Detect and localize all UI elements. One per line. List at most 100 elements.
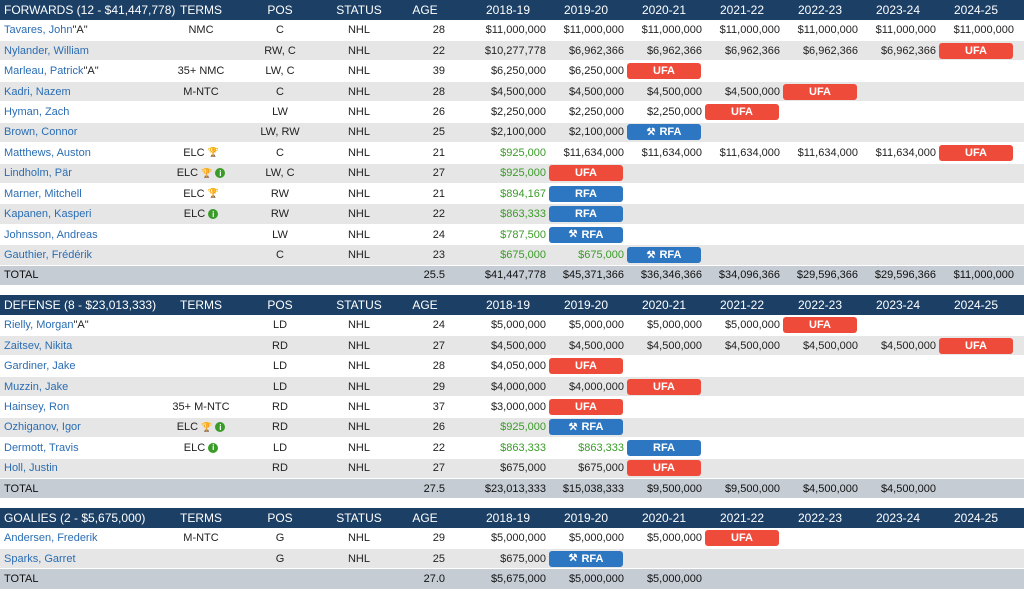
- player-link[interactable]: Lindholm, Pär: [4, 167, 72, 180]
- player-link[interactable]: Brown, Connor: [4, 126, 78, 139]
- salary-cell: [704, 164, 780, 183]
- header-year: 2020-21: [641, 297, 687, 312]
- player-link[interactable]: Matthews, Auston: [4, 146, 91, 159]
- player-link[interactable]: Holl, Justin: [4, 462, 58, 475]
- salary-cell: [782, 377, 858, 396]
- position-cell: G: [275, 532, 285, 545]
- age-cell: 28: [432, 24, 445, 37]
- header-year: 2023-24: [875, 2, 921, 17]
- salary-cell: [704, 225, 780, 244]
- player-link[interactable]: Hyman, Zach: [4, 105, 70, 118]
- ufa-badge: UFA: [783, 83, 857, 100]
- total-cell: $41,447,778: [484, 269, 546, 282]
- header-status: STATUS: [336, 297, 382, 312]
- player-name-cell: Ozhiganov, Igor: [4, 418, 182, 437]
- salary-cell: [626, 204, 702, 223]
- table-row: Andersen, Frederik M-NTC G NHL 29 $5,000,000 $…: [0, 528, 1024, 549]
- status-cell: NHL: [347, 360, 370, 373]
- player-name-cell: Marleau, Patrick "A": [4, 61, 182, 80]
- ufa-badge: UFA: [549, 358, 623, 375]
- status-cell: NHL: [347, 441, 370, 454]
- rfa-label: RFA: [581, 228, 604, 241]
- status-cell: NHL: [347, 380, 370, 393]
- player-name-cell: Tavares, John "A": [4, 21, 182, 40]
- table-row: Tavares, John "A" NMC C NHL 28 $11,000,000 $11…: [0, 20, 1024, 41]
- salary-cell: $6,962,366: [724, 44, 780, 57]
- age-cell: 23: [432, 249, 445, 262]
- table-row: Holl, Justin RD NHL 27 $675,000 $675,000 UFA: [0, 458, 1024, 479]
- player-link[interactable]: Marner, Mitchell: [4, 187, 82, 200]
- table-row: Rielly, Morgan "A" LD NHL 24 $5,000,000 $5,00…: [0, 315, 1024, 336]
- terms-cell: M-NTC: [183, 85, 219, 98]
- terms-cell: M-NTC: [183, 532, 219, 545]
- age-cell: 37: [432, 400, 445, 413]
- position-cell: RD: [272, 462, 288, 475]
- total-cell: $5,000,000: [568, 573, 624, 586]
- info-icon: i: [208, 442, 219, 453]
- salary-cell: $4,500,000: [568, 339, 624, 352]
- salary-cell: $11,000,000: [641, 24, 702, 37]
- player-link[interactable]: Ozhiganov, Igor: [4, 421, 81, 434]
- position-cell: RW: [270, 187, 290, 200]
- rfa-label: RFA: [581, 421, 604, 434]
- terms-cell: [170, 377, 232, 396]
- salary-cell: [782, 438, 858, 457]
- salary-cell: [626, 164, 702, 183]
- player-link[interactable]: Dermott, Travis: [4, 441, 79, 454]
- salary-cell: [938, 356, 1014, 375]
- salary-cell: $2,250,000: [646, 105, 702, 118]
- player-link[interactable]: Muzzin, Jake: [4, 380, 69, 393]
- player-link[interactable]: Marleau, Patrick: [4, 65, 84, 78]
- header-year: 2019-20: [563, 510, 609, 525]
- salary-cell: $4,000,000: [490, 380, 546, 393]
- status-cell: NHL: [347, 167, 370, 180]
- salary-cell: $5,000,000: [568, 319, 624, 332]
- player-link[interactable]: Tavares, John: [4, 24, 73, 37]
- salary-cell: UFA: [548, 356, 624, 375]
- player-name-cell: Zaitsev, Nikita: [4, 336, 182, 355]
- salary-cell: [860, 356, 936, 375]
- player-link[interactable]: Sparks, Garret: [4, 552, 76, 565]
- info-icon: i: [215, 168, 226, 179]
- salary-cell: [782, 356, 858, 375]
- terms-cell: [170, 245, 232, 264]
- player-link[interactable]: Kapanen, Kasperi: [4, 208, 92, 221]
- player-link[interactable]: Zaitsev, Nikita: [4, 339, 73, 352]
- header-year: 2022-23: [797, 297, 843, 312]
- header-year: 2020-21: [641, 510, 687, 525]
- header-age: AGE: [412, 2, 438, 17]
- table-row: Sparks, Garret G NHL 25 $675,000 ⚒ RFA: [0, 548, 1024, 570]
- player-link[interactable]: Rielly, Morgan: [4, 319, 74, 332]
- salary-cell: [860, 225, 936, 244]
- table-row: Gauthier, Frédérik C NHL 23 $675,000 $675,000…: [0, 245, 1024, 266]
- ufa-badge: UFA: [939, 42, 1013, 59]
- salary-cell: [704, 438, 780, 457]
- ufa-badge: UFA: [939, 144, 1013, 161]
- header-year: 2018-19: [485, 297, 531, 312]
- salary-cell: ⚒ RFA: [548, 549, 624, 568]
- salary-cell: [938, 61, 1014, 80]
- player-link[interactable]: Hainsey, Ron: [4, 400, 70, 413]
- salary-cell: [860, 204, 936, 223]
- player-link[interactable]: Andersen, Frederik: [4, 532, 98, 545]
- salary-cell: [860, 397, 936, 416]
- salary-cell: [704, 397, 780, 416]
- rfa-badge: ⚒ RFA: [627, 247, 701, 264]
- salary-cell: ⚒ RFA: [626, 245, 702, 264]
- player-name-cell: Hyman, Zach: [4, 102, 182, 121]
- header-year: 2018-19: [485, 510, 531, 525]
- player-link[interactable]: Johnsson, Andreas: [4, 228, 98, 241]
- total-row: TOTAL 27.0 $5,675,000 $5,000,000 $5,000,000: [0, 569, 1024, 590]
- salary-cell: $5,000,000: [490, 532, 546, 545]
- salary-cell: [704, 123, 780, 142]
- salary-cell: UFA: [938, 41, 1014, 60]
- player-link[interactable]: Nylander, William: [4, 44, 89, 57]
- player-link[interactable]: Kadri, Nazem: [4, 85, 71, 98]
- player-link[interactable]: Gardiner, Jake: [4, 360, 76, 373]
- table-row: Matthews, Auston ELC 🏆 C NHL 21 $925,000 $11,63…: [0, 143, 1024, 164]
- player-link[interactable]: Gauthier, Frédérik: [4, 249, 93, 262]
- salary-cell: $4,050,000: [490, 360, 546, 373]
- header-age: AGE: [412, 297, 438, 312]
- terms-cell: [170, 459, 232, 478]
- status-cell: NHL: [347, 462, 370, 475]
